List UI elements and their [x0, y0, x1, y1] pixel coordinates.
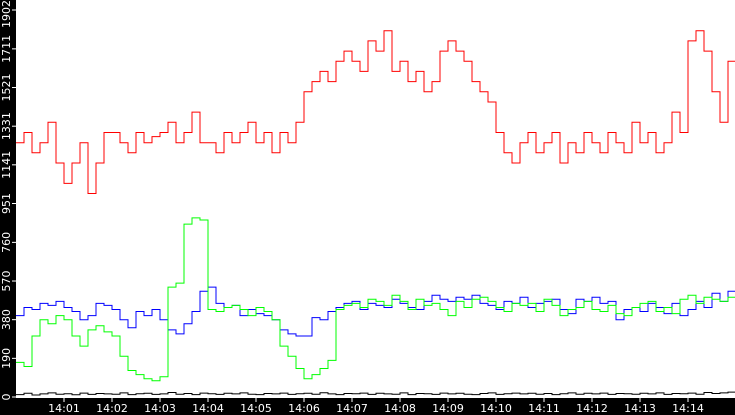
series-line-2: [16, 217, 735, 382]
y-tick-label: 1902: [0, 0, 13, 28]
x-tick-label: 14:07: [336, 402, 368, 415]
series-group: [16, 30, 735, 396]
y-tick-label: 1711: [0, 35, 13, 63]
y-axis: 0 190 380 570 760 951 1141 1331 1521 1711 1902: [0, 0, 16, 401]
y-tick-label: 1331: [0, 112, 13, 140]
series-line-3: [16, 391, 735, 396]
x-tick-label: 14:08: [384, 402, 416, 415]
y-tick-label: 1141: [0, 151, 13, 179]
y-tick-label: 0: [0, 394, 13, 401]
y-tick-label: 951: [0, 193, 13, 214]
x-axis: 14:01 14:02 14:03 14:04 14:05 14:06 14:07 14:08…: [48, 398, 704, 415]
x-tick-label: 14:01: [48, 402, 80, 415]
x-tick-label: 14:11: [528, 402, 560, 415]
plot-area: [16, 0, 735, 398]
x-tick-label: 14:04: [192, 402, 224, 415]
y-tick-label: 760: [0, 232, 13, 253]
y-tick-label: 380: [0, 309, 13, 330]
y-tick-label: 190: [0, 348, 13, 369]
x-tick-label: 14:14: [672, 402, 704, 415]
x-tick-label: 14:12: [576, 402, 608, 415]
y-tick-label: 1521: [0, 74, 13, 102]
x-tick-label: 14:10: [480, 402, 512, 415]
series-line-0: [16, 30, 735, 194]
x-tick-label: 14:02: [96, 402, 128, 415]
x-tick-label: 14:03: [144, 402, 176, 415]
y-tick-label: 570: [0, 271, 13, 292]
x-tick-label: 14:09: [432, 402, 464, 415]
x-tick-label: 14:06: [288, 402, 320, 415]
x-tick-label: 14:05: [240, 402, 272, 415]
x-tick-label: 14:13: [624, 402, 656, 415]
